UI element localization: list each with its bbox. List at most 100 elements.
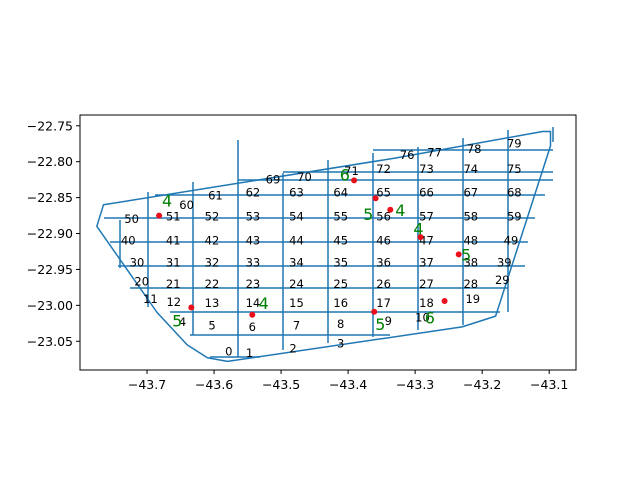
cell-label: 74 [463, 162, 478, 176]
cell-label: 2 [289, 342, 296, 356]
cell-label: 29 [495, 273, 510, 287]
cell-label: 41 [166, 234, 181, 248]
cell-label: 53 [246, 209, 261, 223]
cell-label: 59 [507, 209, 522, 223]
marker-label: 4 [259, 294, 269, 313]
cell-label: 43 [246, 234, 261, 248]
cell-label: 45 [333, 234, 348, 248]
cell-label: 50 [124, 212, 139, 226]
cell-label: 65 [376, 186, 391, 200]
cell-label: 72 [376, 162, 391, 176]
cell-label: 21 [166, 277, 181, 291]
cell-label: 38 [463, 255, 478, 269]
data-point [249, 311, 256, 318]
cell-label: 39 [497, 255, 512, 269]
cell-label: 23 [246, 277, 261, 291]
data-point [455, 251, 462, 258]
y-tick-label: −22.90 [27, 226, 73, 241]
cell-label: 48 [463, 234, 478, 248]
x-axis: −43.7 −43.6 −43.5 −43.4 −43.3 −43.2 −43.1 [128, 370, 568, 392]
marker-label: 6 [340, 166, 350, 185]
cell-label: 70 [297, 170, 312, 184]
cell-label: 32 [205, 255, 220, 269]
cell-label: 1 [246, 346, 253, 360]
cell-label: 25 [333, 277, 348, 291]
cell-label: 35 [333, 255, 348, 269]
cell-label: 78 [467, 142, 482, 156]
cell-label: 60 [179, 198, 194, 212]
cell-label: 57 [419, 209, 434, 223]
marker-label: 5 [375, 315, 385, 334]
data-point [188, 304, 195, 311]
cell-label: 0 [225, 344, 232, 358]
cell-label: 18 [419, 296, 434, 310]
data-point [441, 298, 448, 304]
marker-label: 6 [425, 309, 435, 328]
marker-label: 5 [172, 311, 182, 330]
cell-label: 15 [289, 296, 304, 310]
marker-label: 4 [413, 220, 423, 239]
cell-label: 36 [376, 255, 391, 269]
y-tick-label: −23.00 [27, 298, 73, 313]
data-point [351, 177, 358, 184]
cell-label: 19 [465, 292, 480, 306]
cell-label: 17 [376, 296, 391, 310]
cell-label: 67 [463, 186, 478, 200]
cell-label: 76 [400, 148, 415, 162]
cell-label: 75 [507, 162, 522, 176]
cell-label: 5 [208, 319, 215, 333]
cell-label: 6 [249, 320, 256, 334]
cell-label: 10 [415, 311, 430, 325]
cell-label: 8 [337, 317, 344, 331]
cell-label: 20 [134, 275, 149, 289]
cell-label: 54 [289, 209, 304, 223]
x-tick-label: −43.5 [262, 377, 300, 392]
cell-label: 37 [419, 255, 434, 269]
x-tick-label: −43.6 [195, 377, 233, 392]
y-tick-label: −23.05 [27, 334, 73, 349]
axes-frame [79, 114, 577, 371]
x-tick-label: −43.1 [530, 377, 568, 392]
marker-label: 4 [162, 192, 172, 211]
cell-label: 7 [293, 319, 300, 333]
cell-label: 28 [463, 277, 478, 291]
cell-label: 22 [205, 277, 220, 291]
data-points [156, 177, 462, 318]
cell-label: 33 [246, 255, 261, 269]
cell-label: 46 [376, 234, 391, 248]
cell-label: 66 [419, 186, 434, 200]
cell-label: 64 [333, 186, 348, 200]
y-tick-label: −22.85 [27, 190, 73, 205]
grid-cell-lines [104, 127, 554, 358]
cell-label: 52 [205, 209, 220, 223]
marker-label: 4 [395, 201, 405, 220]
cell-label: 71 [344, 164, 359, 178]
cell-label: 51 [166, 209, 181, 223]
cell-label: 3 [337, 336, 344, 350]
cell-label: 13 [205, 296, 220, 310]
cell-label: 12 [166, 295, 181, 309]
cell-label: 30 [130, 255, 145, 269]
data-point [371, 308, 378, 315]
cell-label: 56 [376, 209, 391, 223]
y-axis: −22.75 −22.80 −22.85 −22.90 −22.95 −23.00 −23.… [27, 118, 80, 349]
cell-label: 61 [208, 189, 223, 203]
cell-label: 79 [507, 137, 522, 151]
cell-label: 55 [333, 209, 348, 223]
cell-label: 73 [419, 162, 434, 176]
cell-label: 26 [376, 277, 391, 291]
data-point [372, 195, 379, 202]
cell-label: 68 [507, 186, 522, 200]
cell-label: 42 [205, 234, 220, 248]
cell-label: 49 [504, 234, 519, 248]
cell-label: 77 [427, 145, 442, 159]
y-tick-label: −22.80 [27, 154, 73, 169]
x-tick-label: −43.7 [128, 377, 166, 392]
data-point [417, 234, 424, 241]
cell-label: 62 [246, 186, 261, 200]
